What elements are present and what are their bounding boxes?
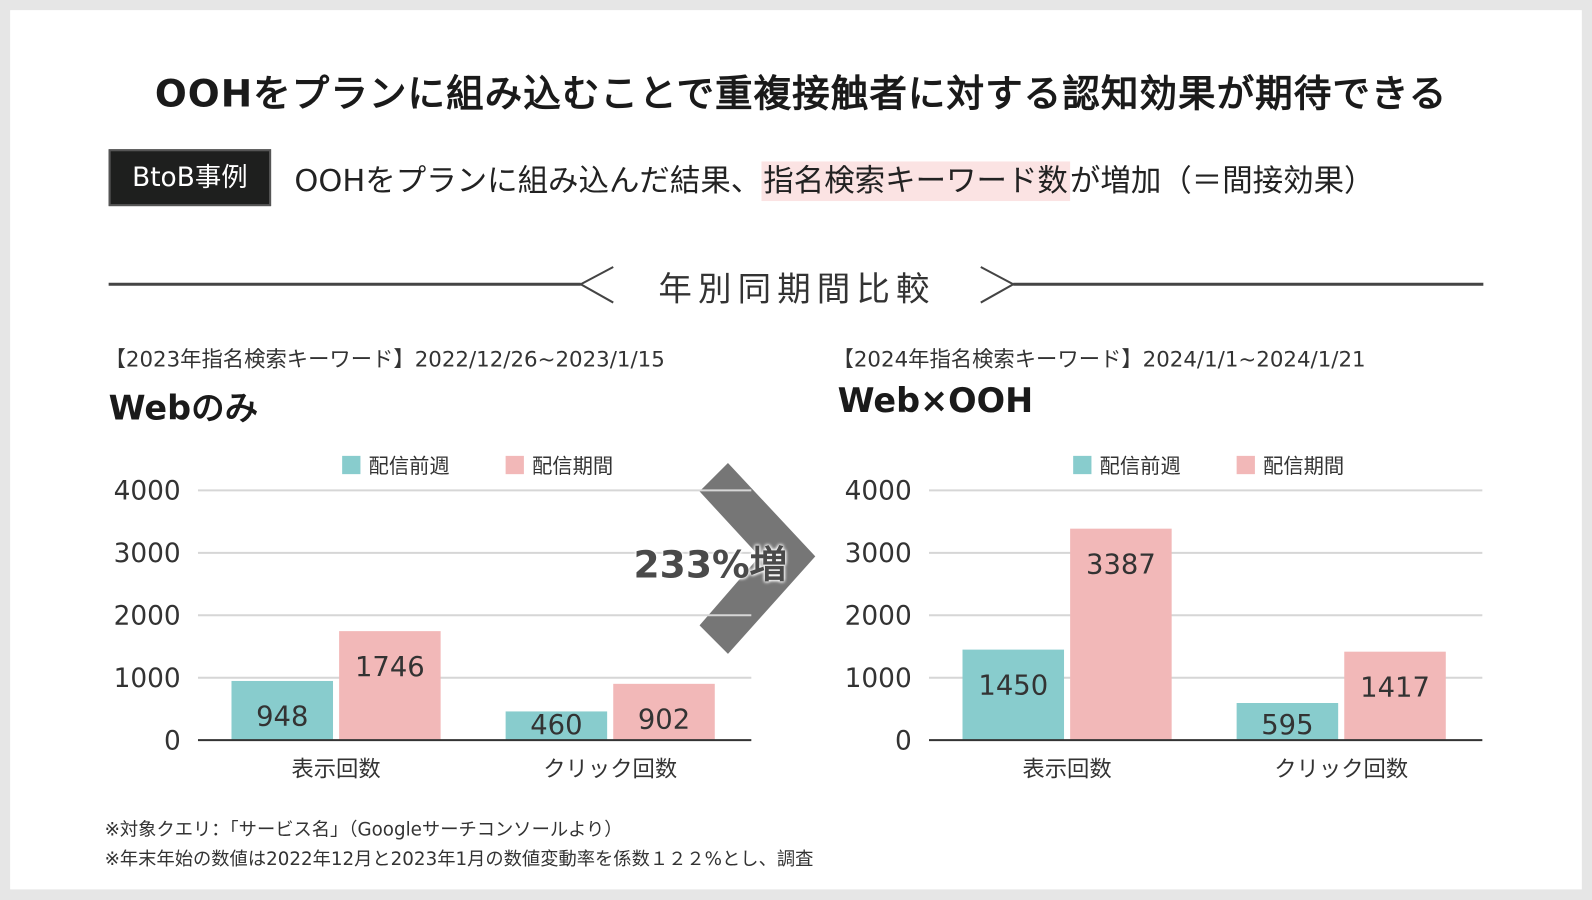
x-category-label: クリック回数 xyxy=(543,757,677,783)
section-chevron-right-icon xyxy=(980,266,1016,304)
y-tick-label: 2000 xyxy=(845,601,912,631)
bar-value-label: 902 xyxy=(638,705,690,736)
chart-web-ooh: 0 1000 2000 3000 4000 配信前週 配信期間 1450 3387 表示回数 595… xyxy=(845,454,1483,783)
legend-label: 配信期間 xyxy=(1263,454,1344,478)
bar xyxy=(231,680,334,741)
legend-swatch xyxy=(1236,455,1255,475)
increase-arrow-icon xyxy=(699,462,816,654)
bar xyxy=(1070,528,1172,741)
subtitle-highlight: 指名検索キーワード数 xyxy=(761,161,1070,202)
x-category-label: 表示回数 xyxy=(291,757,380,783)
y-tick-label: 4000 xyxy=(114,477,181,507)
bar-value-label: 1746 xyxy=(355,652,425,683)
bar-value-label: 1417 xyxy=(1360,672,1430,703)
subtitle: OOHをプランに組み込んだ結果、指名検索キーワード数が増加（＝間接効果） xyxy=(294,155,1375,202)
chart-web-only: 0 1000 2000 3000 4000 配信前週 配信期間 948 1746 表示回数 460 9… xyxy=(114,454,752,783)
section-title: 年別同期間比較 xyxy=(658,269,936,309)
y-tick-label: 3000 xyxy=(114,539,181,569)
y-tick-label: 0 xyxy=(895,726,912,756)
footnote: ※年末年始の数値は2022年12月と2023年1月の数値変動率を係数１２２%とし… xyxy=(104,848,814,871)
y-tick-label: 3000 xyxy=(845,539,912,569)
y-tick-label: 1000 xyxy=(114,664,181,694)
legend-swatch xyxy=(505,455,524,475)
left-heading: Webのみ xyxy=(108,387,259,428)
x-category-label: 表示回数 xyxy=(1022,757,1111,783)
y-tick-label: 1000 xyxy=(845,664,912,694)
legend-label: 配信前週 xyxy=(1100,454,1181,478)
subtitle-pre: OOHをプランに組み込んだ結果、 xyxy=(294,163,762,199)
bar xyxy=(1344,651,1446,741)
slide xyxy=(10,10,1582,890)
footnote: ※対象クエリ：「サービス名」（Googleサーチコンソールより） xyxy=(104,819,623,841)
bar xyxy=(962,649,1065,741)
section-chevron-left-icon xyxy=(578,266,614,304)
right-period: 【2024年指名検索キーワード】2024/1/1~2024/1/21 xyxy=(832,347,1366,372)
right-heading: Web×OOH xyxy=(837,380,1034,421)
bar-value-label: 1450 xyxy=(978,670,1048,701)
increase-label: 233%増 xyxy=(633,543,788,587)
x-category-label: クリック回数 xyxy=(1274,757,1408,783)
y-tick-label: 2000 xyxy=(114,601,181,631)
y-tick-label: 4000 xyxy=(845,477,912,507)
legend-swatch xyxy=(1073,455,1092,475)
bar xyxy=(505,711,608,741)
bar xyxy=(1236,703,1339,741)
bar-value-label: 595 xyxy=(1261,710,1313,741)
legend-swatch xyxy=(342,455,361,475)
bar-value-label: 460 xyxy=(530,710,582,741)
legend-label: 配信期間 xyxy=(532,454,613,478)
left-period: 【2023年指名検索キーワード】2022/12/26~2023/1/15 xyxy=(104,347,665,372)
legend-label: 配信前週 xyxy=(369,454,450,478)
footnotes: ※対象クエリ：「サービス名」（Googleサーチコンソールより） ※年末年始の数… xyxy=(105,815,814,874)
bar xyxy=(613,683,715,741)
subtitle-post: が増加（＝間接効果） xyxy=(1069,163,1375,199)
case-badge: BtoB事例 xyxy=(108,149,272,207)
y-tick-label: 0 xyxy=(164,726,181,756)
slide-title: OOHをプランに組み込むことで重複接触者に対する認知効果が期待できる xyxy=(154,72,1448,116)
bar-value-label: 3387 xyxy=(1086,549,1156,580)
bar xyxy=(339,631,441,741)
bar-value-label: 948 xyxy=(256,702,308,733)
